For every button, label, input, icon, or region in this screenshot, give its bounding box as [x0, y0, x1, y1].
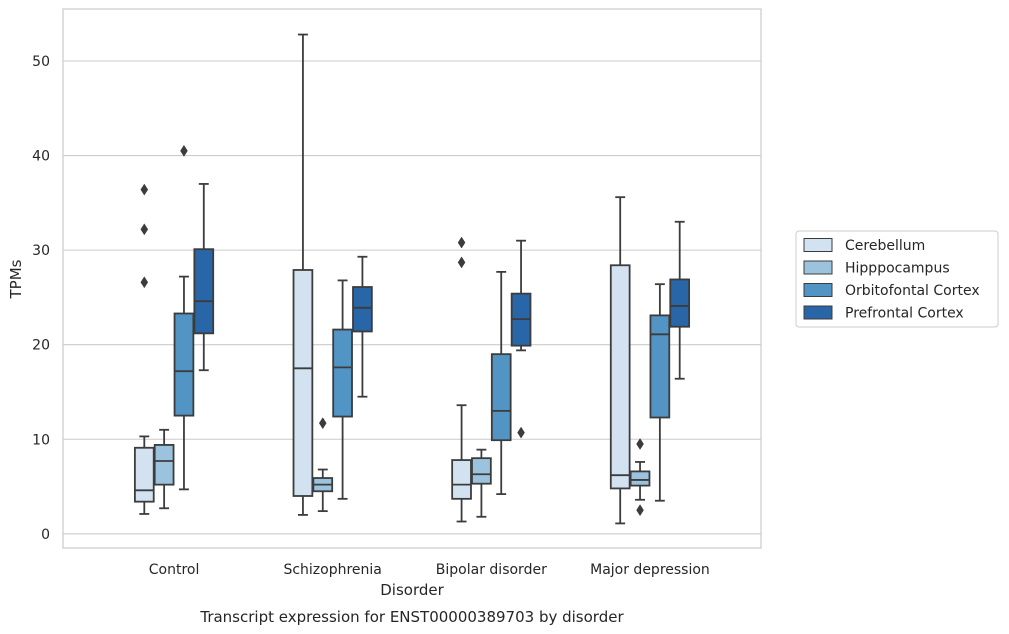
legend-label: Cerebellum — [845, 238, 925, 254]
y-axis-title: TPMs — [7, 259, 25, 299]
box-group — [629, 438, 651, 517]
legend-swatch — [803, 260, 833, 275]
box-group — [153, 428, 175, 510]
box-group — [133, 183, 155, 515]
outlier-point — [318, 417, 327, 430]
x-tick-label: Major depression — [590, 562, 710, 578]
box-iqr — [153, 444, 175, 486]
box-group — [193, 183, 215, 372]
box-group — [332, 279, 353, 500]
y-tick-label: 30 — [32, 243, 50, 259]
legend-swatch — [803, 283, 833, 297]
box-iqr — [649, 314, 671, 419]
box-group — [490, 270, 512, 496]
legend-label: Orbitofontal Cortex — [845, 283, 980, 299]
box-iqr — [669, 278, 691, 328]
outlier-point — [140, 276, 149, 289]
legend: Cerebellum Hipppocampus Orbitofontal Corte… — [795, 230, 999, 328]
box-group — [609, 196, 631, 525]
box-group — [312, 417, 334, 513]
y-tick-label: 50 — [32, 54, 50, 70]
box-group — [510, 239, 532, 439]
legend-label: Prefrontal Cortex — [845, 306, 964, 322]
x-tick-label: Control — [149, 562, 200, 578]
box-iqr — [451, 459, 472, 500]
box-iqr — [332, 328, 353, 418]
box-group — [471, 448, 492, 518]
box-group — [352, 255, 373, 398]
outlier-point — [180, 144, 188, 157]
box-iqr — [490, 353, 512, 442]
outlier-point — [140, 183, 149, 196]
box-iqr — [292, 269, 314, 497]
y-tick-labels: 0 10 20 30 40 50 — [32, 54, 50, 543]
outlier-point — [517, 426, 525, 439]
x-tick-label: Bipolar disorder — [436, 562, 547, 578]
outlier-point — [457, 256, 466, 269]
box-iqr — [609, 264, 631, 490]
box-group — [451, 236, 472, 523]
legend-swatch — [803, 238, 833, 252]
box-group — [649, 283, 671, 502]
y-tick-label: 10 — [32, 432, 50, 448]
box-iqr — [193, 248, 215, 335]
x-tick-label: Schizophrenia — [283, 562, 381, 578]
outlier-point — [457, 236, 466, 249]
y-tick-label: 20 — [32, 338, 50, 354]
chart-caption: Transcript expression for ENST0000038970… — [199, 608, 624, 626]
y-tick-label: 0 — [41, 527, 50, 543]
outlier-point — [636, 438, 644, 450]
legend-swatch — [803, 305, 833, 320]
outlier-point — [140, 223, 149, 236]
legend-frame — [795, 230, 999, 328]
y-tick-label: 40 — [32, 149, 50, 165]
box-iqr — [173, 312, 195, 417]
plot-area-frame — [62, 8, 762, 549]
box-group — [173, 144, 195, 491]
x-axis-title: Disorder — [380, 581, 444, 599]
outlier-point — [636, 504, 644, 517]
plot-area-background — [63, 9, 761, 548]
box-iqr — [471, 457, 492, 485]
box-group — [669, 220, 691, 380]
box-series — [133, 33, 691, 525]
box-iqr — [133, 446, 155, 503]
box-iqr — [352, 286, 373, 333]
legend-label: Hipppocampus — [845, 261, 950, 277]
box-group — [292, 33, 314, 516]
box-iqr — [629, 470, 651, 487]
x-tick-labels: Control Schizophrenia Bipolar disorder Majo… — [149, 562, 710, 578]
